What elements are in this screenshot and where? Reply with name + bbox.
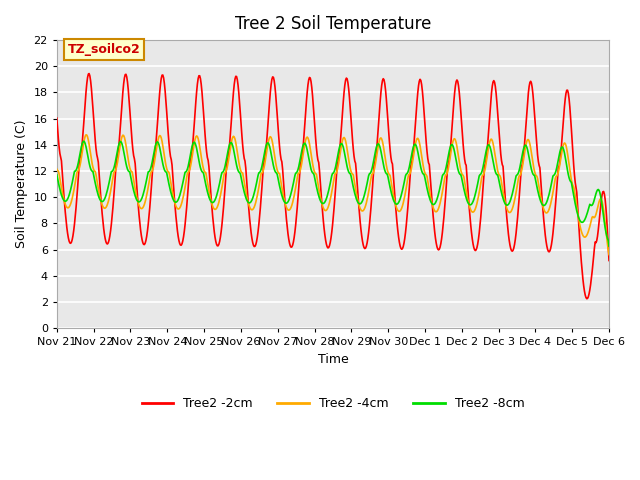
X-axis label: Time: Time: [317, 353, 348, 366]
Title: Tree 2 Soil Temperature: Tree 2 Soil Temperature: [235, 15, 431, 33]
Text: TZ_soilco2: TZ_soilco2: [68, 43, 141, 56]
Legend: Tree2 -2cm, Tree2 -4cm, Tree2 -8cm: Tree2 -2cm, Tree2 -4cm, Tree2 -8cm: [136, 392, 529, 415]
Y-axis label: Soil Temperature (C): Soil Temperature (C): [15, 120, 28, 249]
